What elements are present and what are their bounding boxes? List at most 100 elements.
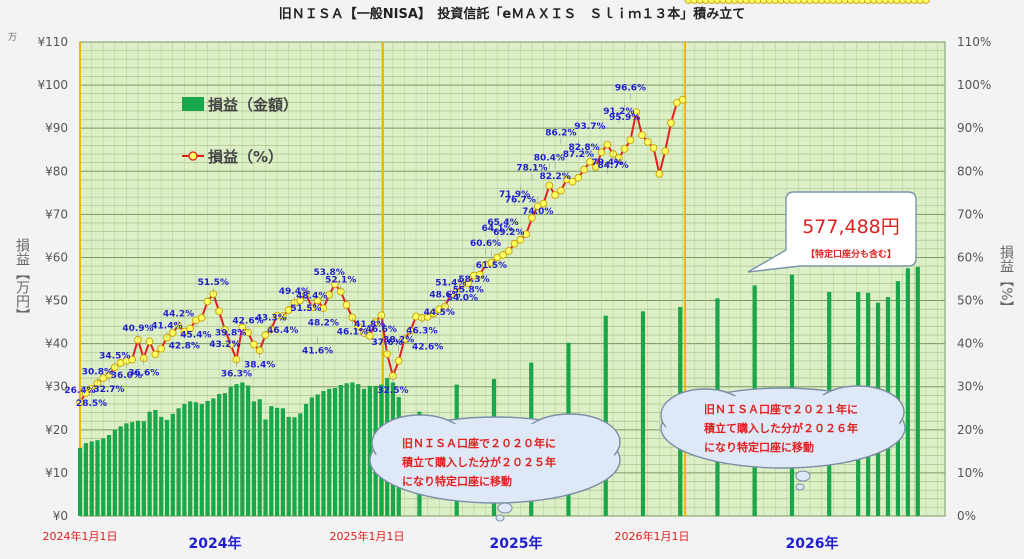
legend-line-label: 損益（%）	[208, 148, 283, 166]
callout-amount: 577,488円	[802, 216, 900, 238]
data-label: 32.5%	[377, 386, 408, 396]
bar	[130, 422, 135, 516]
data-label: 51.5%	[198, 278, 229, 288]
line-point	[812, 0, 820, 4]
line-point	[864, 0, 872, 4]
line-point	[898, 0, 907, 4]
bar	[280, 408, 285, 516]
line-point	[922, 0, 930, 4]
line-point	[887, 0, 896, 4]
line-point	[678, 95, 687, 104]
bar	[118, 426, 123, 516]
y-right-tick-label: 60%	[957, 250, 984, 264]
bar	[153, 409, 158, 516]
line-point	[557, 186, 565, 195]
bar	[193, 402, 199, 516]
date-label-2026: 2026年1月1日	[615, 529, 690, 543]
y-left-tick-label: ¥70	[45, 207, 68, 221]
data-label: 86.2%	[545, 129, 576, 139]
data-label: 61.5%	[476, 261, 507, 271]
data-label: 46.6%	[366, 325, 397, 335]
data-label: 41.6%	[302, 347, 333, 357]
cloud-tail	[497, 502, 513, 514]
y-left-tick-label: ¥40	[45, 337, 68, 351]
line-point	[586, 157, 594, 166]
y-left-tick-label: ¥80	[45, 164, 68, 178]
line-point	[806, 0, 814, 4]
line-point	[203, 297, 212, 306]
data-label: 40.9%	[122, 324, 153, 334]
bar	[124, 423, 129, 516]
data-label: 48.4%	[296, 291, 327, 301]
data-label: 52.1%	[325, 275, 356, 285]
data-label: 43.3%	[256, 313, 287, 323]
bar	[286, 416, 291, 516]
bar	[603, 315, 608, 516]
line-point	[840, 0, 849, 4]
bar	[182, 403, 187, 516]
line-point	[325, 291, 334, 299]
cloud-tail	[495, 514, 505, 522]
bar	[95, 440, 100, 516]
legend-bar-swatch	[182, 97, 204, 111]
data-label: 39.8%	[215, 328, 246, 338]
year-label-2025: 2025年	[490, 535, 543, 552]
line-point	[354, 322, 362, 331]
data-label: 54.0%	[447, 293, 478, 303]
y-right-tick-label: 10%	[957, 466, 984, 480]
cloud-fill	[666, 393, 900, 463]
bar	[327, 388, 332, 516]
line-point	[736, 0, 745, 4]
line-point	[400, 335, 409, 344]
bar	[303, 403, 309, 516]
line-point	[406, 326, 415, 335]
data-label: 74.0%	[522, 207, 553, 217]
line-point	[603, 140, 612, 149]
y-left-tick-label: ¥110	[37, 35, 68, 49]
bar	[89, 441, 94, 516]
line-point	[638, 131, 646, 139]
bar	[159, 416, 164, 516]
right-axis-label: 損益【%】	[998, 245, 1014, 314]
line-point	[672, 98, 681, 107]
line-point	[881, 0, 890, 4]
bar	[338, 385, 343, 516]
left-axis-unit: 万	[8, 33, 17, 43]
line-point	[875, 0, 884, 4]
y-right-tick-label: 100%	[957, 78, 991, 92]
line-point	[632, 108, 641, 117]
bar	[263, 419, 268, 516]
data-label: 87.2%	[563, 150, 594, 160]
line-point	[504, 247, 513, 255]
data-label: 65.4%	[487, 218, 518, 228]
legend-line-marker	[188, 151, 198, 161]
bar	[275, 407, 280, 516]
line-point	[238, 323, 247, 332]
cloud-fill	[375, 422, 615, 498]
line-point	[580, 165, 588, 174]
bar	[905, 268, 910, 516]
data-label: 28.5%	[76, 399, 107, 409]
line-point	[360, 329, 368, 337]
data-label: 55.8%	[453, 286, 484, 296]
line-point	[342, 301, 351, 309]
line-point	[574, 173, 583, 182]
bar	[292, 417, 297, 516]
y-left-tick-label: ¥90	[45, 121, 68, 135]
bar	[101, 438, 106, 516]
data-label: 80.4%	[534, 154, 565, 164]
line-point	[615, 154, 623, 162]
bar	[246, 385, 251, 516]
line-point	[296, 296, 305, 305]
line-point	[249, 340, 258, 349]
line-point	[690, 0, 699, 4]
line-point	[371, 318, 380, 326]
line-point	[649, 144, 658, 152]
bar	[106, 434, 112, 516]
bar	[205, 400, 210, 516]
bar	[188, 401, 193, 516]
line-point	[394, 357, 403, 365]
line-point	[684, 0, 693, 4]
line-point	[168, 329, 177, 337]
bar	[78, 447, 83, 516]
